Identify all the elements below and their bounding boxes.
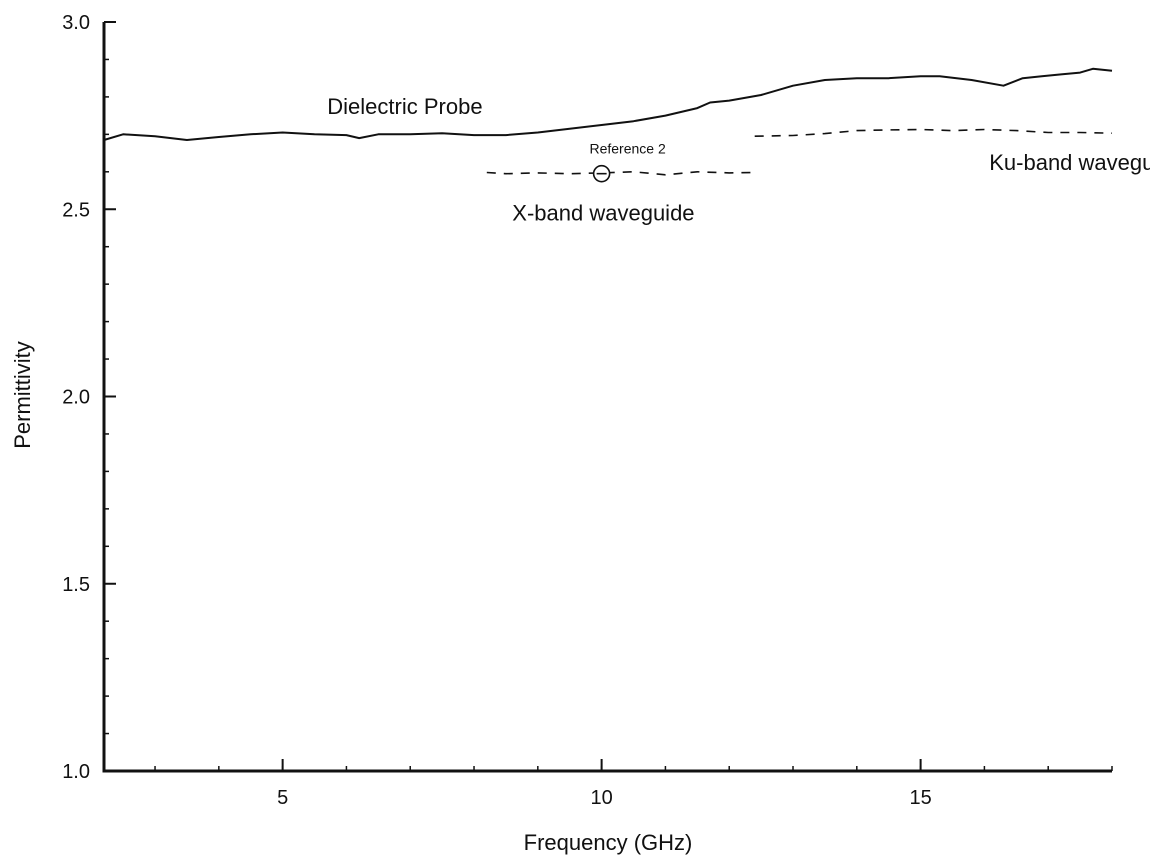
reference-label: Reference 2 — [589, 141, 665, 157]
y-tick-label: 3.0 — [62, 12, 90, 34]
series-layer — [103, 67, 1113, 176]
y-axis-title: Permittivity — [10, 341, 35, 449]
series-line-0 — [103, 67, 1113, 141]
x-tick-label: 5 — [277, 787, 288, 809]
y-tick-label: 1.0 — [62, 761, 90, 783]
y-tick-label: 1.5 — [62, 574, 90, 596]
series-line-1 — [486, 171, 755, 176]
x-tick-label: 10 — [590, 787, 612, 809]
y-tick-label: 2.5 — [62, 199, 90, 221]
axes: 1.0 1.5 2.0 2.5 3.0 5 10 15 — [62, 12, 1113, 809]
x-axis-title: Frequency (GHz) — [524, 830, 693, 855]
x-tick-label: 15 — [909, 787, 931, 809]
series-label-2: Ku-band waveguide — [989, 150, 1150, 175]
y-tick-label: 2.0 — [62, 387, 90, 409]
series-line-2 — [754, 128, 1113, 137]
series-label-1: X-band waveguide — [512, 200, 694, 225]
labels-layer: Dielectric Probe X-band waveguide Ku-band … — [327, 94, 1150, 226]
series-label-0: Dielectric Probe — [327, 94, 482, 119]
